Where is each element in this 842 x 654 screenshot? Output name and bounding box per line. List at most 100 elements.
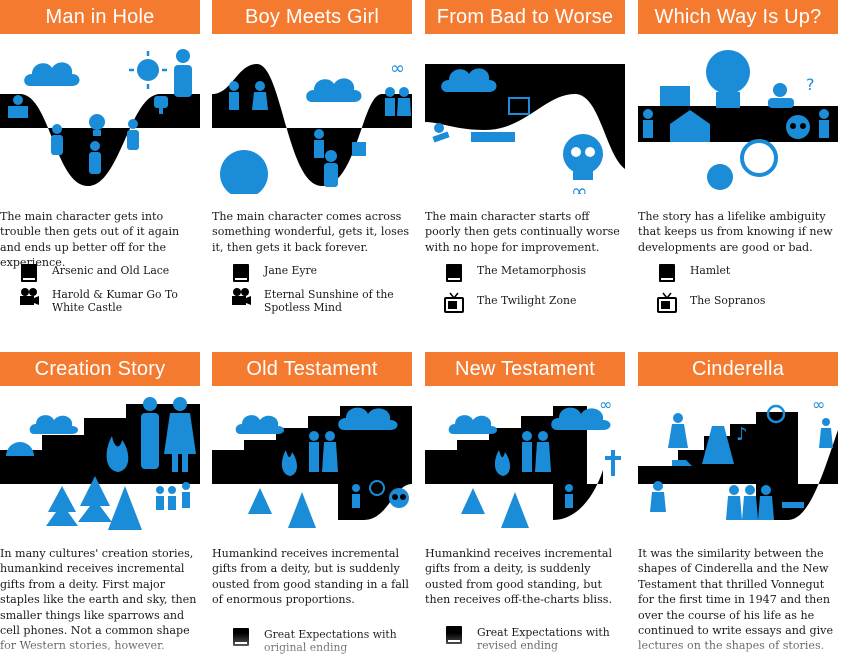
panel-creation-story: Creation Story In many cultures' creatio… <box>0 352 200 652</box>
panel-description: The main character starts off poorly the… <box>425 210 620 254</box>
gift-icon <box>352 142 366 156</box>
couple-icon <box>309 431 338 472</box>
person-icon <box>643 109 653 138</box>
example-label: Hamlet <box>690 264 731 277</box>
infinity-icon: ∞ <box>390 58 405 79</box>
story-shape-graphic <box>0 34 200 194</box>
couple-icon <box>522 431 551 472</box>
book-icon <box>443 624 465 646</box>
panel-title: Boy Meets Girl <box>212 0 412 34</box>
fire-icon <box>281 450 297 476</box>
panel-title: New Testament <box>425 352 625 386</box>
example-label: Harold & Kumar Go To White Castle <box>52 288 178 314</box>
film-camera-icon <box>230 286 252 308</box>
fire-icon <box>106 436 129 472</box>
fire-icon <box>494 450 510 476</box>
tree-icon <box>248 488 272 514</box>
story-shape-graphic <box>212 390 412 550</box>
skull-icon <box>786 115 810 139</box>
panel-title: From Bad to Worse <box>425 0 625 34</box>
lightbulb-icon <box>89 114 105 136</box>
book-icon <box>443 262 465 284</box>
infinity-icon: ∞ <box>599 395 612 414</box>
story-shape-graphic: ? <box>638 34 838 194</box>
rain-cloud-icon <box>448 415 497 434</box>
man-icon <box>141 397 159 469</box>
book-icon <box>230 262 252 284</box>
story-shape-graphic <box>0 390 200 550</box>
tv-icon <box>656 292 678 314</box>
woman-icon <box>164 397 196 472</box>
panel-title: Cinderella <box>638 352 838 386</box>
panel-man-in-hole: Man in Hole The main character gets into… <box>0 0 200 314</box>
cloud-icon <box>441 68 497 92</box>
panel-title: Old Testament <box>212 352 412 386</box>
music-note-icon: ♪ <box>736 424 748 445</box>
tree-icon <box>288 492 316 528</box>
example-item: The Twilight Zone <box>443 292 625 318</box>
shoe-icon <box>672 460 692 466</box>
trophy-icon <box>154 96 168 114</box>
cross-icon <box>605 450 621 476</box>
tree-icon <box>46 486 78 526</box>
bomb-icon <box>707 164 733 190</box>
example-label: Great Expectations with original ending <box>264 628 397 654</box>
person-icon <box>352 484 360 508</box>
hospital-bed-icon <box>471 132 515 142</box>
example-label: Eternal Sunshine of the Spotless Mind <box>264 288 394 314</box>
infinity-icon: ∞ <box>812 395 825 414</box>
tree-icon <box>501 492 529 528</box>
dress-icon <box>702 426 734 464</box>
person-icon <box>324 150 338 187</box>
tree-icon <box>461 488 485 514</box>
person-icon <box>174 49 192 97</box>
princess-icon <box>819 418 833 448</box>
family-icon <box>156 482 190 510</box>
example-item: The Sopranos <box>656 292 838 318</box>
couple-icon <box>385 87 411 116</box>
person-icon <box>819 109 829 138</box>
rain-cloud-icon <box>29 415 78 434</box>
head-gears-icon <box>706 50 750 108</box>
tree-icon <box>108 486 142 530</box>
story-shape-graphic: ∞ <box>425 390 625 550</box>
person-icon <box>127 119 139 150</box>
person-falling-icon <box>432 123 450 143</box>
panel-from-bad-to-worse: From Bad to Worse ∞ The main character s… <box>425 0 625 313</box>
watch-icon <box>740 139 778 177</box>
book-icon <box>18 262 40 284</box>
panel-title: Which Way Is Up? <box>638 0 838 34</box>
panel-old-testament: Old Testament Humankind receives increme… <box>212 352 412 654</box>
person-icon <box>565 484 573 508</box>
example-label: The Sopranos <box>690 294 766 307</box>
example-item: Great Expectations with original ending <box>230 626 412 654</box>
skull-icon <box>389 488 409 508</box>
story-shape-graphic: ∞ <box>212 34 412 194</box>
bomb-icon <box>220 150 268 194</box>
example-label: Jane Eyre <box>264 264 318 277</box>
example-item: The Metamorphosis <box>443 262 625 288</box>
fairy-godmother-icon <box>668 413 688 448</box>
example-item: Great Expectations with revised ending <box>443 624 625 652</box>
panel-description: In many cultures' creation stories, huma… <box>0 547 197 653</box>
sun-icon <box>6 442 34 456</box>
person-icon <box>314 129 324 158</box>
panel-description: The main character comes across somethin… <box>212 210 410 254</box>
tree-icon <box>78 476 112 522</box>
tv-icon <box>443 292 465 314</box>
person-icon <box>229 81 239 110</box>
cloud-icon <box>24 62 80 86</box>
question-person-icon <box>768 83 794 108</box>
panel-description: It was the similarity between the shapes… <box>638 547 834 653</box>
example-item: Eternal Sunshine of the Spotless Mind <box>230 286 412 314</box>
example-label: The Metamorphosis <box>477 264 586 277</box>
envelope-open-icon <box>670 110 710 142</box>
skull-icon <box>563 134 603 180</box>
envelope-icon <box>660 86 690 106</box>
person-icon <box>89 141 101 174</box>
example-label: The Twilight Zone <box>477 294 577 307</box>
heart-monitor-icon <box>508 97 530 115</box>
story-shape-graphic: ♪ ∞ <box>638 390 838 550</box>
panel-description: The story has a lifelike ambiguity that … <box>638 210 833 254</box>
example-label: Great Expectations with revised ending <box>477 626 610 652</box>
